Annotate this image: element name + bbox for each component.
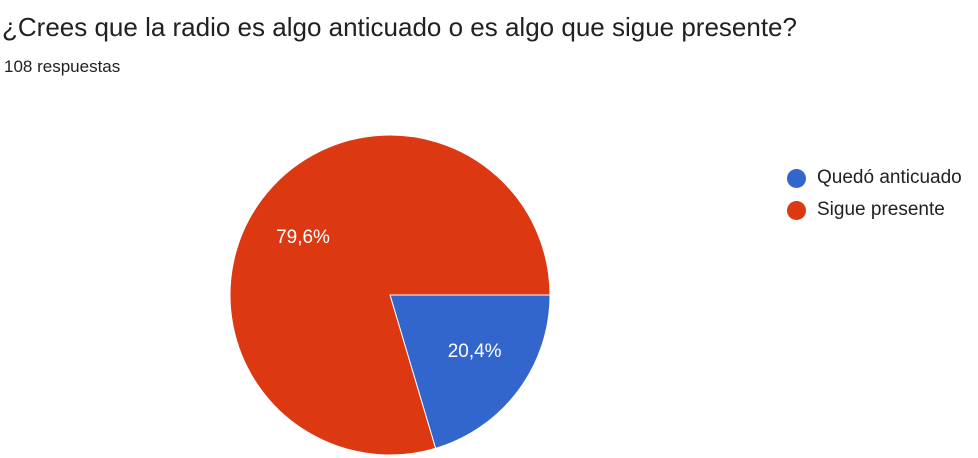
legend-label-quedo-anticuado: Quedó anticuado	[817, 167, 962, 188]
pie-slice-sigue-presente[interactable]	[229, 134, 551, 456]
response-count: 108 respuestas	[4, 57, 121, 76]
legend-swatch-quedo-anticuado	[787, 168, 806, 188]
legend-swatch-sigue-presente	[787, 200, 806, 220]
pie-slices	[229, 134, 551, 456]
pie-labels: 20,4% 79,6%	[276, 227, 502, 362]
question-title: ¿Crees que la radio es algo anticuado o …	[2, 12, 797, 42]
pie-slice-quedo-anticuado[interactable]	[389, 294, 551, 449]
slice-label-sigue-presente: 79,6%	[276, 227, 330, 248]
legend-label-sigue-presente: Sigue presente	[817, 199, 945, 220]
chart-legend: Quedó anticuado Sigue presente	[787, 162, 962, 226]
legend-item-sigue-presente[interactable]: Sigue presente	[787, 194, 962, 226]
legend-item-quedo-anticuado[interactable]: Quedó anticuado	[787, 162, 962, 194]
slice-label-quedo-anticuado: 20,4%	[448, 341, 502, 362]
